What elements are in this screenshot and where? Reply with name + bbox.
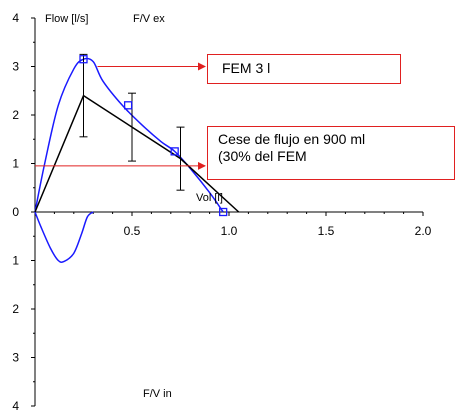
expiration-label: F/V ex — [133, 13, 165, 25]
y-tick-label: 3 — [12, 351, 19, 365]
measured-point-marker — [219, 207, 228, 217]
x-axis-label: Vol [l] — [196, 192, 223, 204]
y-tick-label: 1 — [12, 254, 19, 268]
fem-annotation-box: FEM 3 l — [207, 54, 401, 84]
y-tick-label: 4 — [12, 11, 19, 25]
measured-point-marker — [79, 55, 88, 64]
y-tick-label: 0 — [12, 205, 19, 219]
measured-point-marker — [170, 147, 179, 156]
measured-point-marker — [123, 101, 133, 110]
y-tick-label: 3 — [12, 60, 19, 74]
y-tick-label: 4 — [12, 399, 19, 412]
annotation-arrows — [35, 62, 206, 170]
x-tick-label: 2.0 — [415, 224, 432, 238]
measured-inspiratory-curve — [34, 211, 94, 264]
fem-annotation-text: FEM 3 l — [222, 60, 271, 76]
y-tick-label: 2 — [12, 108, 19, 122]
x-tick-label: 0.5 — [124, 224, 141, 238]
flow-cessation-text-line-1: Cese de flujo en 900 ml — [218, 131, 366, 147]
flow-cessation-annotation-box: Cese de flujo en 900 ml (30% del FEM — [207, 126, 455, 180]
inspiration-label: F/V in — [143, 388, 172, 400]
y-axis-label: Flow [l/s] — [45, 13, 88, 25]
ticks: 0.5 1.0 1.5 2.0 4 3 2 1 0 1 2 3 4 — [12, 11, 431, 412]
y-tick-label: 2 — [12, 302, 19, 316]
markers-layer — [79, 53, 228, 217]
flow-cessation-text-line-2: (30% del FEM — [218, 148, 307, 164]
x-tick-label: 1.5 — [318, 224, 335, 238]
x-tick-label: 1.0 — [221, 224, 238, 238]
y-tick-label: 1 — [12, 157, 19, 171]
measured-expiratory-curve — [34, 57, 224, 213]
